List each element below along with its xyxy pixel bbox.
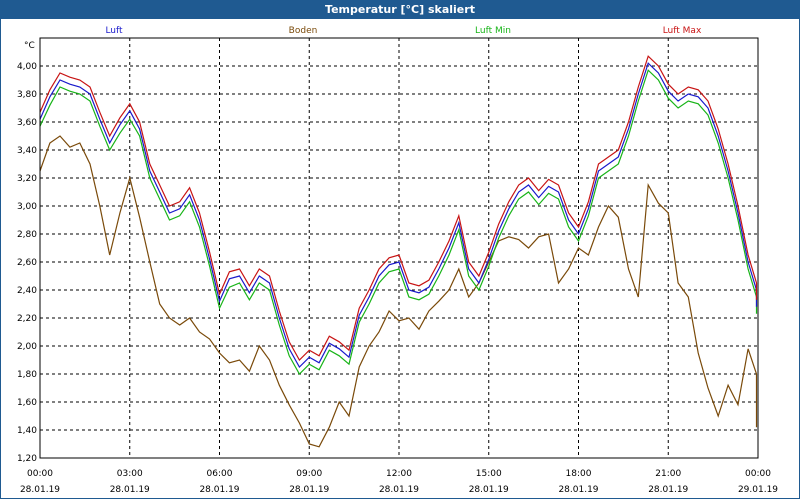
- x-tick-time: 21:00: [655, 469, 681, 479]
- x-tick-time: 06:00: [207, 469, 233, 479]
- legend-entry: Luft Min: [475, 26, 511, 36]
- x-tick-time: 00:00: [27, 469, 53, 479]
- y-tick-label: 2,60: [17, 258, 37, 268]
- y-axis-ticks: 1,20 1,40 1,60 1,80 2,00 2,20 2,40 2,60 2,80 3,00…: [17, 62, 37, 464]
- y-tick-label: 1,40: [17, 426, 37, 436]
- x-tick-time: 09:00: [296, 469, 322, 479]
- y-tick-label: 1,20: [17, 454, 37, 464]
- x-tick-date: 28.01.19: [469, 485, 509, 495]
- chart-grid: [40, 38, 758, 459]
- series-line: [39, 135, 758, 448]
- x-tick-date: 28.01.19: [20, 485, 60, 495]
- y-tick-label: 3,60: [17, 118, 37, 128]
- plot-area-frame: [39, 37, 759, 459]
- y-tick-label: 2,80: [17, 230, 37, 240]
- x-tick-date: 28.01.19: [379, 485, 419, 495]
- y-tick-label: 2,20: [17, 314, 37, 324]
- window-title: Temperatur [°C] skaliert: [0, 0, 800, 19]
- series-line: [39, 69, 758, 375]
- y-tick-label: 3,00: [17, 202, 37, 212]
- x-tick-date: 29.01.19: [738, 485, 778, 495]
- chart-series: [39, 55, 758, 448]
- legend-entry: Luft: [105, 26, 123, 36]
- x-tick-time: 00:00: [745, 469, 771, 479]
- x-tick-date: 28.01.19: [199, 485, 239, 495]
- x-tick-time: 18:00: [566, 469, 592, 479]
- y-tick-label: 1,80: [17, 370, 37, 380]
- x-axis-ticks: 00:00 28.01.19 03:00 28.01.19 06:00 28.01.19 0…: [20, 469, 778, 495]
- y-tick-label: 3,40: [17, 146, 37, 156]
- legend-entry: Luft Max: [663, 26, 702, 36]
- x-tick-date: 28.01.19: [289, 485, 329, 495]
- y-tick-label: 2,40: [17, 286, 37, 296]
- x-tick-time: 12:00: [386, 469, 412, 479]
- y-tick-label: 1,60: [17, 398, 37, 408]
- x-tick-date: 28.01.19: [648, 485, 688, 495]
- y-tick-label: 4,00: [17, 62, 37, 72]
- series-line: [39, 62, 758, 368]
- legend-entry: Boden: [289, 26, 318, 36]
- x-tick-date: 28.01.19: [110, 485, 150, 495]
- y-tick-label: 3,20: [17, 174, 37, 184]
- x-tick-date: 28.01.19: [558, 485, 598, 495]
- chart-legend: Luft Boden Luft Min Luft Max: [105, 26, 702, 36]
- y-tick-label: 3,80: [17, 90, 37, 100]
- series-line: [39, 55, 758, 361]
- y-unit-label: °C: [24, 41, 35, 51]
- x-tick-time: 15:00: [476, 469, 502, 479]
- x-tick-time: 03:00: [117, 469, 143, 479]
- y-tick-label: 2,00: [17, 342, 37, 352]
